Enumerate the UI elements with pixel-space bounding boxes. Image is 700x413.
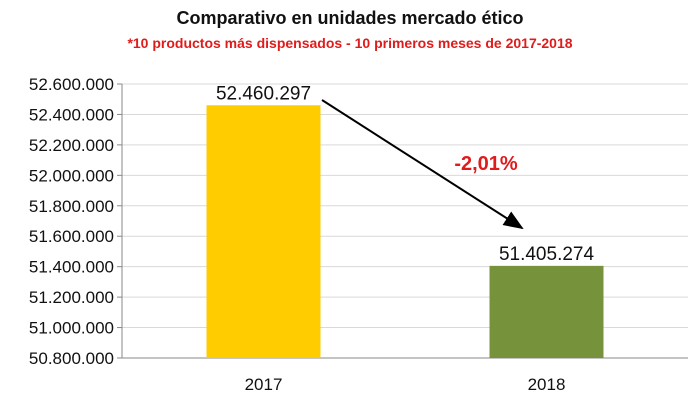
change-annotation: -2,01%	[454, 153, 518, 175]
y-tick-label: 52.600.000	[29, 75, 114, 94]
trend-arrow	[321, 99, 524, 230]
y-tick-label: 50.800.000	[29, 349, 114, 368]
bar-2018	[489, 265, 604, 358]
chart-title: Comparativo en unidades mercado ético	[176, 8, 524, 28]
data-label-2018: 51.405.274	[499, 244, 595, 265]
y-tick-label: 51.000.000	[29, 319, 114, 338]
y-tick-label: 51.600.000	[29, 227, 114, 246]
bar-2017	[206, 105, 321, 358]
y-tick-label: 51.400.000	[29, 258, 114, 277]
y-tick-label: 51.200.000	[29, 288, 114, 307]
y-tick-label: 51.800.000	[29, 197, 114, 216]
y-tick-label: 52.400.000	[29, 105, 114, 124]
y-tick-label: 52.000.000	[29, 166, 114, 185]
chart-subtitle: *10 productos más dispensados - 10 prime…	[127, 35, 573, 51]
x-tick-label: 2018	[528, 375, 566, 394]
x-tick-label: 2017	[245, 375, 283, 394]
y-tick-label: 52.200.000	[29, 136, 114, 155]
data-label-2017: 52.460.297	[216, 83, 311, 104]
